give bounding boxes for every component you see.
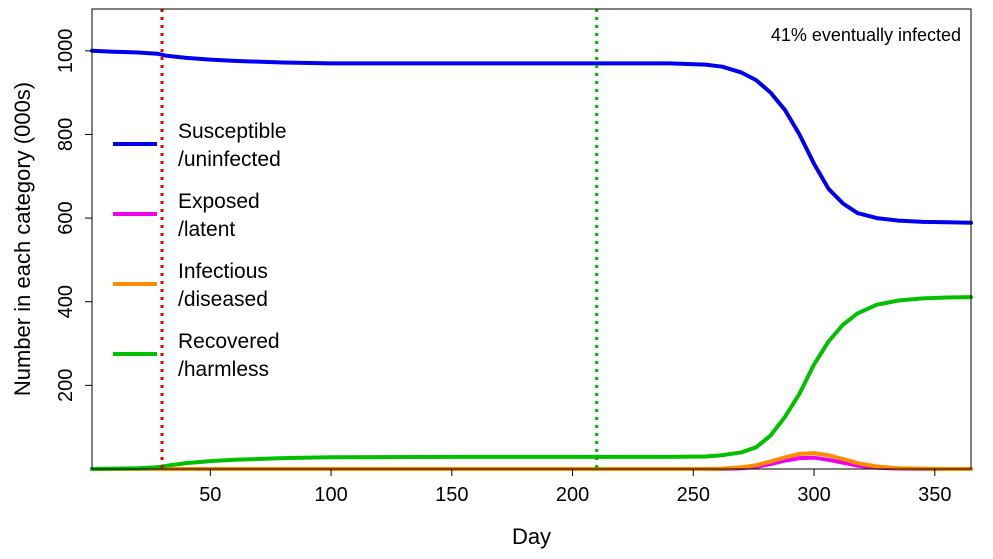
x-tick-label: 250 [677, 484, 710, 506]
legend-label-0: /uninfected [178, 148, 281, 171]
x-axis-label: Day [512, 524, 551, 549]
y-tick-label: 600 [55, 201, 77, 234]
series-line-3 [90, 295, 973, 471]
x-tick-label: 100 [314, 484, 347, 506]
legend-label-3: /harmless [178, 358, 269, 381]
y-tick-label: 1000 [55, 29, 77, 73]
annotation-text: 41% eventually infected [771, 25, 961, 45]
y-axis: 200 400 600 800 1000 [55, 29, 92, 402]
x-tick-label: 200 [556, 484, 589, 506]
legend-label-0: Susceptible [178, 120, 287, 143]
y-tick-label: 800 [55, 118, 77, 151]
y-tick-label: 400 [55, 285, 77, 318]
x-tick-label: 350 [918, 484, 951, 506]
x-tick-label: 150 [435, 484, 468, 506]
legend-label-1: Exposed [178, 190, 260, 213]
plot-frame [91, 8, 972, 470]
y-tick-label: 200 [55, 369, 77, 402]
series-line-0 [90, 48, 973, 225]
legend-label-2: Infectious [178, 260, 268, 283]
legend-label-1: /latent [178, 218, 235, 241]
y-axis-label: Number in each category (000s) [10, 82, 35, 396]
legend-label-3: Recovered [178, 330, 280, 353]
x-tick-label: 300 [797, 484, 830, 506]
x-axis: 50 100 150 200 250 300 350 [199, 469, 951, 506]
x-tick-label: 50 [199, 484, 221, 506]
legend: Susceptible/uninfected Exposed/latent Infe… [113, 120, 287, 381]
legend-label-2: /diseased [178, 288, 268, 311]
